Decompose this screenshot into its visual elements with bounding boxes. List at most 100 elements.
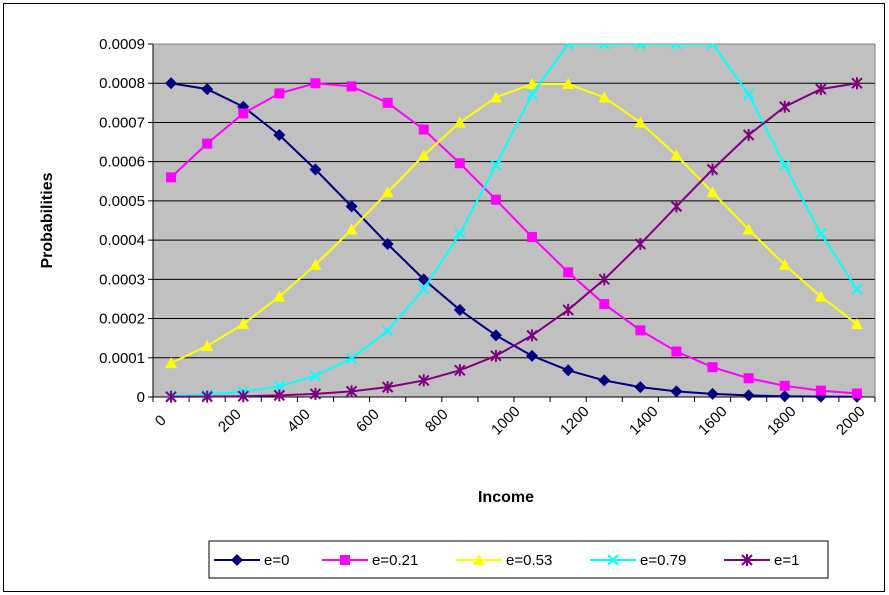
- data-point: [598, 273, 610, 286]
- legend-item: e=0: [214, 552, 289, 569]
- data-point: [635, 325, 646, 336]
- data-point: [237, 390, 249, 403]
- data-point: [815, 385, 826, 396]
- series-e=1: [165, 77, 863, 403]
- y-tick-label: 0.0003: [99, 271, 145, 288]
- legend-label: e=0: [264, 552, 289, 569]
- data-point: [707, 362, 718, 373]
- legend-item: e=1: [724, 552, 799, 569]
- y-tick-label: 0.0006: [99, 154, 145, 171]
- x-tick-label: 800: [422, 406, 452, 436]
- data-point: [563, 267, 574, 278]
- data-point: [417, 273, 430, 286]
- y-tick-labels: 0 0.0001 0.0002 0.0003 0.0004 0.0005 0.0006 0.0…: [99, 36, 153, 406]
- series-line: [171, 82, 858, 398]
- data-point: [418, 374, 430, 387]
- y-tick-label: 0.0002: [99, 311, 145, 328]
- data-point: [743, 373, 754, 384]
- data-point: [706, 163, 719, 176]
- series-e=0.53: [165, 78, 863, 369]
- legend-item: e=0.21: [322, 552, 418, 569]
- data-point: [490, 159, 502, 171]
- y-tick-label: 0.0001: [99, 350, 145, 367]
- data-point: [815, 227, 827, 240]
- data-point: [165, 357, 178, 369]
- data-point: [165, 77, 178, 90]
- data-point: [454, 158, 465, 169]
- x-tick-label: 600: [353, 406, 383, 436]
- legend-label: e=0.79: [640, 552, 686, 569]
- x-tick-label: 1400: [626, 403, 662, 439]
- data-point: [273, 389, 286, 402]
- chart-frame: 0 0.0001 0.0002 0.0003 0.0004 0.0005 0.0006 0.0…: [3, 3, 885, 592]
- data-point: [562, 364, 575, 377]
- x-tick-labels: 0 200 400 600 800 1000 1200 1400 1600 1800 2000: [152, 403, 869, 439]
- data-point: [778, 390, 791, 403]
- data-point: [670, 385, 683, 398]
- data-point: [634, 44, 647, 50]
- data-point: [273, 290, 286, 302]
- data-point: [309, 163, 322, 176]
- x-axis-title: Income: [478, 489, 534, 506]
- data-point: [454, 227, 466, 240]
- x-tick-label: 1200: [557, 403, 593, 439]
- data-point: [706, 186, 719, 198]
- legend-item: e=0.79: [590, 552, 686, 569]
- data-point: [742, 128, 755, 141]
- data-point: [454, 364, 466, 377]
- x-tick-label: 1000: [488, 403, 524, 439]
- data-point: [706, 387, 719, 400]
- data-point: [165, 390, 177, 403]
- y-tick-label: 0.0009: [99, 36, 145, 53]
- data-point: [273, 128, 286, 141]
- data-point: [598, 374, 611, 387]
- data-point: [670, 44, 683, 50]
- data-point: [779, 380, 790, 391]
- axes: [152, 43, 876, 402]
- data-point: [851, 388, 862, 399]
- data-point: [381, 238, 394, 251]
- data-point: [309, 370, 322, 382]
- data-point: [489, 91, 502, 103]
- data-point: [526, 349, 539, 362]
- data-point: [742, 88, 755, 100]
- data-point: [309, 258, 322, 270]
- series-e=0.21: [166, 78, 862, 399]
- data-point: [490, 194, 501, 205]
- data-point: [599, 299, 610, 310]
- x-tick-label: 200: [215, 406, 245, 436]
- y-tick-label: 0: [137, 389, 145, 406]
- y-tick-label: 0.0007: [99, 114, 145, 131]
- data-point: [634, 381, 647, 394]
- series-layer: [165, 44, 863, 403]
- data-point: [340, 555, 350, 565]
- data-point: [345, 223, 358, 235]
- data-point: [238, 108, 249, 119]
- data-point: [526, 78, 539, 90]
- data-point: [201, 390, 213, 403]
- data-point: [562, 44, 574, 50]
- data-point: [166, 172, 177, 183]
- series-line: [170, 82, 858, 395]
- data-point: [815, 83, 827, 96]
- data-point: [418, 283, 430, 295]
- data-point: [381, 186, 394, 198]
- legend-label: e=1: [774, 552, 799, 569]
- legend: e=0 e=0.21 e=0.53 e=0.79 e=1: [208, 540, 829, 579]
- plot-area: [153, 44, 875, 397]
- data-point: [634, 238, 647, 251]
- data-point: [527, 231, 538, 242]
- data-point: [201, 83, 214, 96]
- line-chart: 0 0.0001 0.0002 0.0003 0.0004 0.0005 0.0006 0.0…: [39, 36, 876, 579]
- data-point: [202, 138, 213, 149]
- y-tick-label: 0.0004: [99, 232, 145, 249]
- data-point: [345, 352, 358, 365]
- data-point: [309, 387, 322, 400]
- data-point: [671, 346, 682, 357]
- x-tick-label: 0: [152, 412, 170, 430]
- data-point: [346, 81, 357, 92]
- legend-item: e=0.53: [456, 552, 552, 569]
- data-point: [345, 385, 358, 398]
- x-tick-label: 1800: [764, 403, 800, 439]
- data-point: [562, 303, 574, 316]
